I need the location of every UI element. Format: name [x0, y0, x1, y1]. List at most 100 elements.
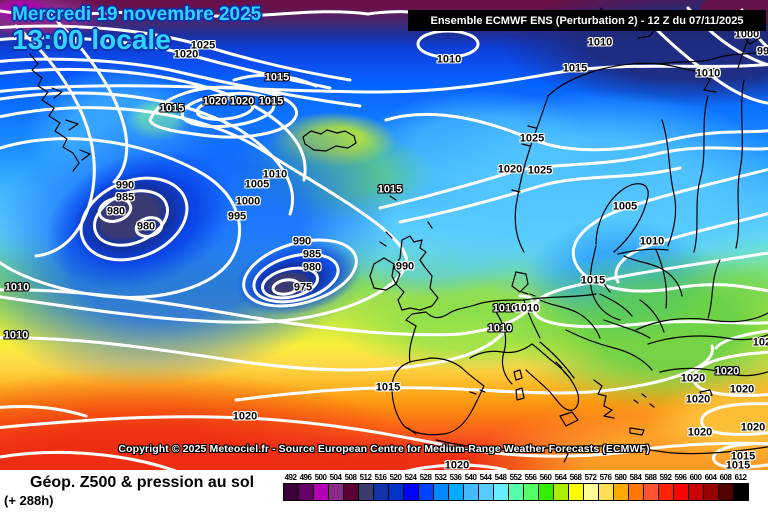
- legend-swatch: [524, 484, 539, 500]
- legend-swatch: [464, 484, 479, 500]
- legend-value: 520: [389, 473, 402, 482]
- legend-swatch: [344, 484, 359, 500]
- legend-value: 524: [404, 473, 417, 482]
- pressure-label: 1020: [497, 163, 523, 176]
- legend-swatch: [389, 484, 404, 500]
- pressure-label: 1020: [173, 48, 199, 61]
- pressure-label: 1010: [695, 67, 721, 80]
- legend-value: 584: [629, 473, 642, 482]
- legend-swatch: [599, 484, 614, 500]
- pressure-label: 1010: [436, 53, 462, 66]
- pressure-label: 990: [115, 179, 135, 192]
- legend-value: 588: [644, 473, 657, 482]
- legend-swatch: [404, 484, 419, 500]
- legend-swatch: [374, 484, 389, 500]
- legend-color-scale: [283, 483, 749, 501]
- pressure-label: 1010: [587, 36, 613, 49]
- pressure-label: 1015: [730, 450, 756, 463]
- pressure-label: 1020: [229, 95, 255, 108]
- legend-value: 512: [359, 473, 372, 482]
- legend-swatch: [674, 484, 689, 500]
- legend-value: 552: [509, 473, 522, 482]
- pressure-label: 1015: [562, 62, 588, 75]
- pressure-label: 1010: [262, 168, 288, 181]
- lead-time: (+ 288h): [4, 493, 54, 508]
- pressure-label: 1025: [527, 164, 553, 177]
- pressure-label: 995: [227, 210, 247, 223]
- legend-value: 540: [464, 473, 477, 482]
- legend-value: 500: [314, 473, 327, 482]
- legend-swatch: [659, 484, 674, 500]
- pressure-label: 1005: [244, 178, 270, 191]
- legend-swatch: [494, 484, 509, 500]
- pressure-label: 1010: [4, 281, 30, 294]
- legend-value: 544: [479, 473, 492, 482]
- legend-value: 528: [419, 473, 432, 482]
- legend-value: 612: [734, 473, 747, 482]
- legend-value: 604: [704, 473, 717, 482]
- pressure-label: 1020: [685, 393, 711, 406]
- legend-swatch: [299, 484, 314, 500]
- pressure-label: 1015: [258, 95, 284, 108]
- pressure-label: 1000: [734, 28, 760, 41]
- legend-swatch: [584, 484, 599, 500]
- legend-swatch: [644, 484, 659, 500]
- pressure-label: 1020: [729, 383, 755, 396]
- pressure-label: 990: [395, 260, 415, 273]
- z500-legend: 492 496 500 504 508 512 516 520 524 528 532 536 540 5…: [283, 473, 749, 501]
- legend-swatch: [284, 484, 299, 500]
- pressure-label: 1020: [202, 95, 228, 108]
- legend-swatch: [434, 484, 449, 500]
- legend-swatch: [629, 484, 644, 500]
- pressure-label: 980: [106, 205, 126, 218]
- pressure-label: 1025: [190, 39, 216, 52]
- legend-values: 492 496 500 504 508 512 516 520 524 528 532 536 540 5…: [283, 473, 749, 482]
- pressure-label: 1015: [725, 459, 751, 472]
- legend-value: 556: [524, 473, 537, 482]
- legend-swatch: [719, 484, 734, 500]
- pressure-label: 990: [292, 235, 312, 248]
- pressure-label: 985: [302, 248, 322, 261]
- legend-value: 560: [539, 473, 552, 482]
- pressure-label: 1000: [235, 195, 261, 208]
- legend-value: 508: [344, 473, 357, 482]
- legend-value: 536: [449, 473, 462, 482]
- pressure-label: 985: [115, 191, 135, 204]
- legend-swatch: [419, 484, 434, 500]
- legend-value: 600: [689, 473, 702, 482]
- pressure-label: 1025: [519, 132, 545, 145]
- legend-value: 592: [659, 473, 672, 482]
- map-canvas: [0, 0, 768, 470]
- legend-value: 496: [299, 473, 312, 482]
- pressure-label: 1010: [492, 302, 518, 315]
- legend-swatch: [614, 484, 629, 500]
- copyright-text: Copyright © 2025 Meteociel.fr - Source E…: [118, 443, 650, 455]
- pressure-label: 1015: [580, 274, 606, 287]
- legend-swatch: [734, 484, 748, 500]
- pressure-label: 1020: [752, 336, 768, 349]
- legend-swatch: [479, 484, 494, 500]
- pressure-label: 1020: [687, 426, 713, 439]
- legend-swatch: [449, 484, 464, 500]
- coastlines: [29, 7, 768, 463]
- legend-value: 572: [584, 473, 597, 482]
- pressure-label: 1010: [487, 322, 513, 335]
- pressure-label: 1005: [612, 200, 638, 213]
- legend-value: 568: [569, 473, 582, 482]
- pressure-label: 1015: [264, 71, 290, 84]
- weather-map: 1025102010101010100099510151010101510151…: [0, 0, 768, 472]
- legend-swatch: [359, 484, 374, 500]
- legend-swatch: [329, 484, 344, 500]
- legend-value: 564: [554, 473, 567, 482]
- pressure-label: 1010: [639, 235, 665, 248]
- legend-swatch: [509, 484, 524, 500]
- legend-swatch: [314, 484, 329, 500]
- pressure-label: 1020: [714, 365, 740, 378]
- legend-value: 548: [494, 473, 507, 482]
- pressure-label: 1010: [514, 302, 540, 315]
- footer-bar: Géop. Z500 & pression au sol (+ 288h) 49…: [0, 470, 768, 512]
- legend-value: 504: [329, 473, 342, 482]
- pressure-label: 975: [293, 281, 313, 294]
- legend-value: 492: [284, 473, 297, 482]
